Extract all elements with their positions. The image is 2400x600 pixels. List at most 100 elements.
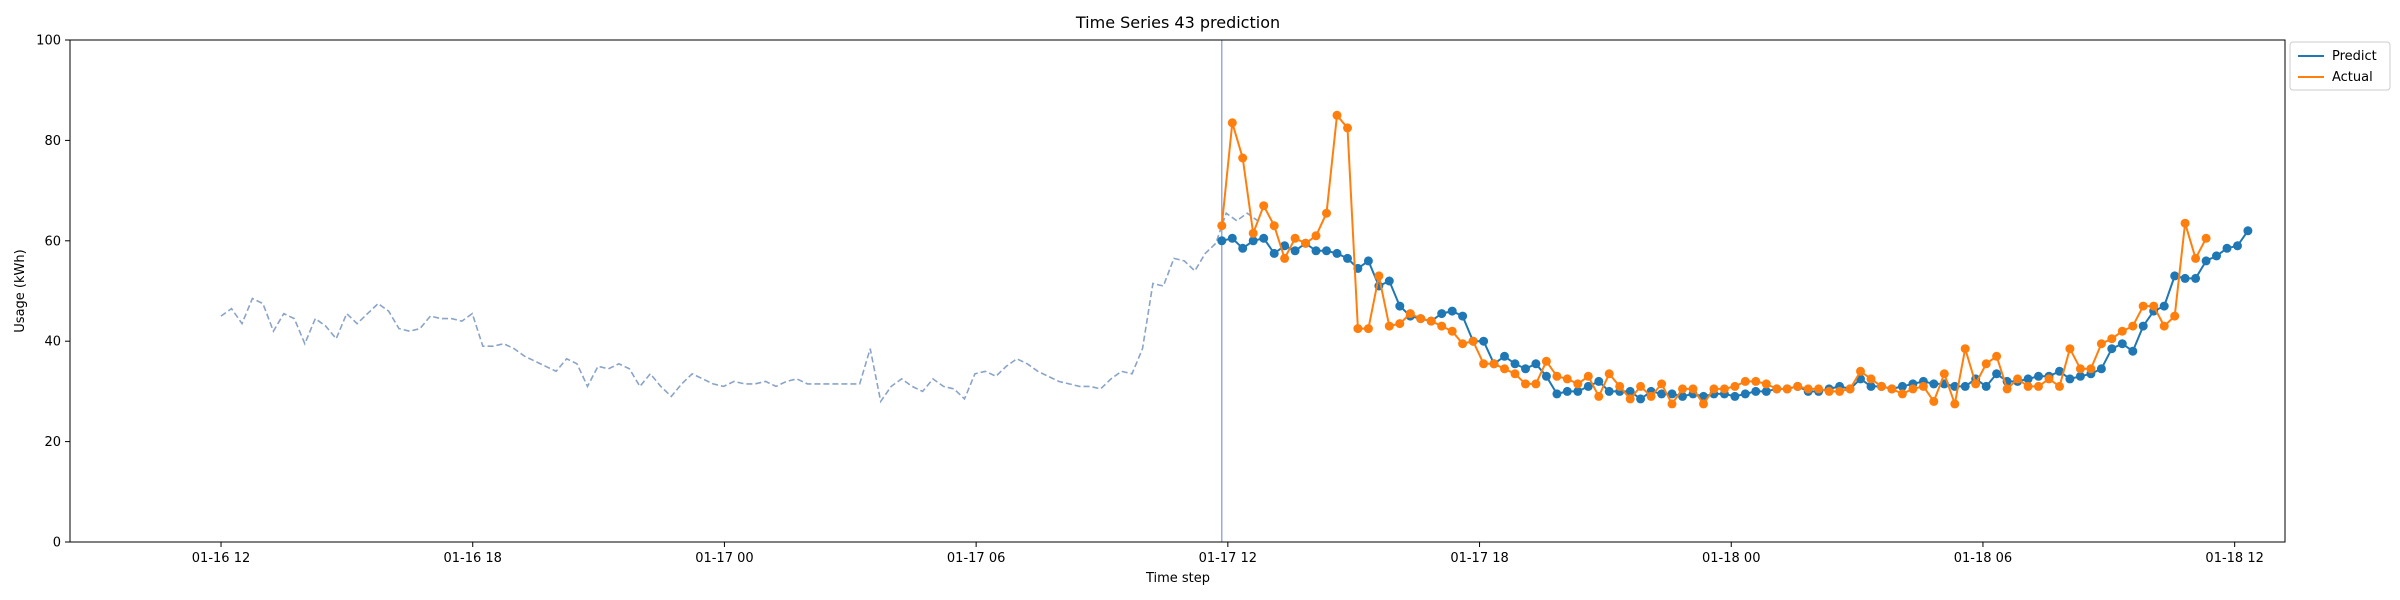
data-point-predict: [1227, 233, 1237, 243]
y-tick-label: 80: [44, 134, 61, 149]
y-tick-label: 40: [44, 335, 61, 350]
data-point-predict: [1290, 246, 1300, 256]
data-point-actual: [1615, 381, 1625, 391]
data-point-predict: [1562, 386, 1572, 396]
data-point-actual: [1960, 344, 1970, 354]
data-point-actual: [1814, 384, 1824, 394]
data-point-actual: [2034, 381, 2043, 391]
data-point-actual: [1562, 374, 1572, 384]
data-point-actual: [1845, 384, 1855, 394]
data-point-predict: [1981, 381, 1991, 391]
data-point-predict: [1311, 246, 1321, 256]
x-tick-label: 01-16 12: [192, 551, 250, 566]
x-tick-label: 01-17 00: [695, 551, 753, 566]
x-axis-label: Time step: [1145, 571, 1210, 586]
data-point-predict: [1437, 309, 1447, 319]
data-point-actual: [1311, 231, 1321, 241]
plot-area: 0 20 40 60 80 100 01-16 12 01-16 18 01-17 00 01-1…: [36, 34, 2264, 567]
data-point-actual: [1740, 376, 1750, 386]
data-point-predict: [1897, 381, 1907, 391]
history-line: [220, 211, 1259, 404]
chart-title: Time Series 43 prediction: [1075, 13, 1280, 32]
data-point-actual: [1405, 309, 1415, 319]
data-point-predict: [1238, 243, 1248, 253]
data-point-predict: [2222, 243, 2232, 253]
data-point-predict: [1343, 253, 1352, 263]
data-point-actual: [1583, 371, 1593, 381]
data-point-actual: [1646, 391, 1656, 401]
data-point-actual: [1950, 399, 1960, 409]
data-point-predict: [2243, 226, 2253, 236]
data-point-actual: [1227, 118, 1237, 128]
data-point-actual: [1939, 369, 1949, 379]
legend-label-actual: Actual: [2332, 70, 2373, 85]
data-point-actual: [1374, 271, 1384, 281]
y-tick-label: 60: [44, 234, 61, 249]
data-point-predict: [1447, 306, 1457, 316]
data-point-actual: [1730, 381, 1740, 391]
data-point-predict: [2107, 344, 2117, 354]
data-point-actual: [1531, 379, 1541, 389]
data-point-predict: [1573, 386, 1583, 396]
y-tick-label: 0: [53, 536, 61, 551]
data-point-actual: [1343, 123, 1352, 133]
data-point-actual: [1521, 379, 1530, 389]
data-point-actual: [1625, 394, 1635, 404]
data-point-actual: [2201, 233, 2211, 243]
data-point-actual: [1322, 208, 1331, 218]
data-point-actual: [2044, 374, 2054, 384]
data-point-actual: [1280, 253, 1290, 263]
data-point-predict: [2117, 339, 2127, 349]
data-point-actual: [1269, 221, 1279, 231]
x-tick-label: 01-17 06: [947, 551, 1005, 566]
data-point-actual: [1604, 369, 1614, 379]
data-point-predict: [1479, 336, 1489, 346]
data-point-predict: [1458, 311, 1468, 321]
data-point-actual: [1761, 379, 1771, 389]
data-point-actual: [1782, 384, 1792, 394]
data-point-predict: [1960, 381, 1970, 391]
data-point-predict: [2233, 241, 2242, 251]
data-point-predict: [1531, 359, 1541, 369]
data-point-actual: [1636, 381, 1646, 391]
data-point-actual: [1918, 381, 1928, 391]
data-point-actual: [1699, 399, 1708, 409]
data-point-actual: [1594, 391, 1604, 401]
data-point-actual: [1667, 399, 1677, 409]
data-point-actual: [1426, 316, 1436, 326]
data-point-predict: [2212, 251, 2221, 261]
data-point-actual: [2149, 301, 2159, 311]
data-point-predict: [1751, 386, 1761, 396]
data-point-predict: [1332, 248, 1342, 258]
data-point-predict: [2159, 301, 2169, 311]
data-point-predict: [1866, 381, 1876, 391]
data-point-predict: [2023, 374, 2033, 384]
data-point-actual: [2075, 364, 2085, 374]
data-point-actual: [2138, 301, 2148, 311]
data-point-actual: [1353, 324, 1363, 334]
data-point-predict: [1730, 391, 1740, 401]
data-point-actual: [1835, 386, 1845, 396]
data-point-actual: [1897, 389, 1907, 399]
data-point-predict: [1384, 276, 1394, 286]
data-point-actual: [1468, 336, 1478, 346]
data-point-actual: [1395, 319, 1405, 329]
data-point-actual: [1719, 384, 1729, 394]
legend-label-predict: Predict: [2332, 49, 2377, 64]
data-point-actual: [1332, 110, 1342, 120]
data-point-actual: [1437, 321, 1447, 331]
data-point-predict: [1500, 351, 1509, 361]
data-point-predict: [1699, 391, 1708, 401]
data-point-actual: [1217, 221, 1227, 231]
data-point-predict: [2201, 256, 2211, 266]
data-point-predict: [1657, 389, 1667, 399]
data-point-actual: [2191, 253, 2201, 263]
data-point-predict: [1667, 389, 1677, 399]
data-point-predict: [2138, 321, 2148, 331]
data-point-actual: [1384, 321, 1394, 331]
data-point-actual: [1772, 384, 1782, 394]
data-point-actual: [1573, 379, 1583, 389]
data-point-predict: [1604, 386, 1614, 396]
data-point-predict: [1740, 389, 1750, 399]
